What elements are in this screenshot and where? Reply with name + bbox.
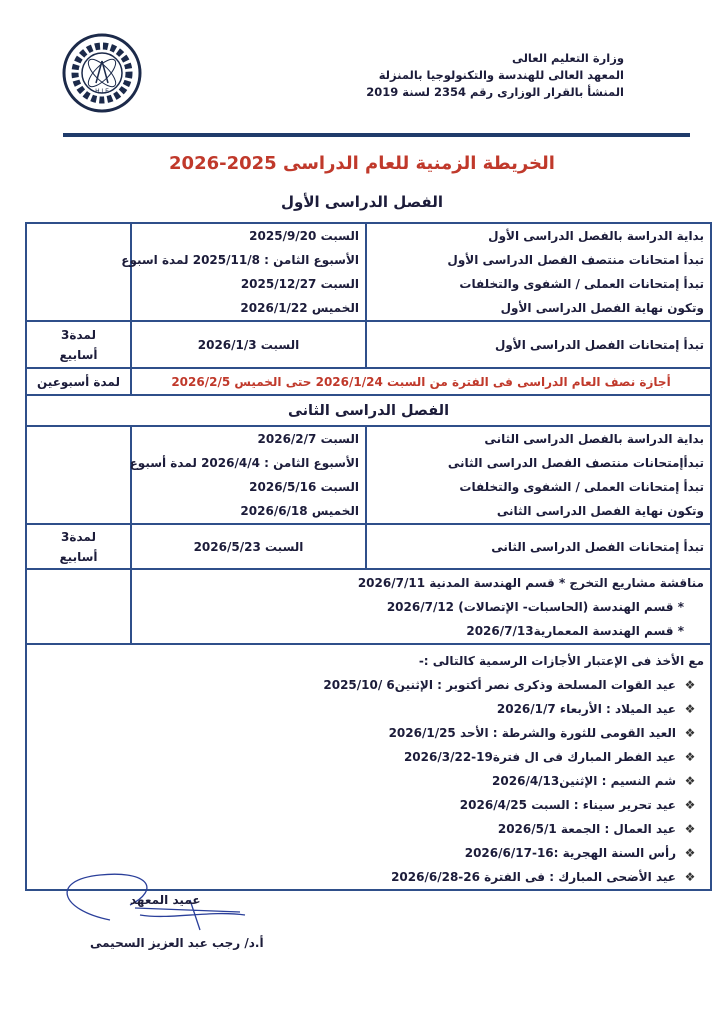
diamond-bullet-icon: ❖: [684, 750, 696, 764]
official-holidays: مع الأخذ فى الإعتبار الأجازات الرسمية كا…: [25, 643, 712, 891]
event-label: تبدأ إمتحانات العملى / الشفوى والتخلفات: [459, 480, 704, 494]
table-row: الفصل الدراسى الثانى: [25, 394, 712, 427]
duration-line: لمدة3: [61, 529, 96, 544]
table-row: تبدأ إمتحانات الفصل الدراسى الأول السبت …: [25, 320, 712, 369]
project-line: مناقشة مشاريع التخرج * قسم الهندسة المدن…: [357, 575, 704, 590]
calendar-table: بداية الدراسة بالفصل الدراسى الأول تبدأ …: [25, 222, 712, 891]
graduation-projects: مناقشة مشاريع التخرج * قسم الهندسة المدن…: [130, 568, 712, 645]
event-label: بداية الدراسة بالفصل الدراسى الأول: [488, 229, 704, 243]
event-date: السبت 2025/12/27: [240, 277, 359, 291]
diamond-bullet-icon: ❖: [684, 726, 696, 740]
diamond-bullet-icon: ❖: [684, 774, 696, 788]
table-row: بداية الدراسة بالفصل الدراسى الثانى تبدأ…: [25, 425, 712, 525]
holidays-intro: مع الأخذ فى الإعتبار الأجازات الرسمية كا…: [418, 654, 704, 668]
event-label: تبدأ إمتحانات العملى / الشفوى والتخلفات: [459, 277, 704, 291]
holiday-text: عيد تحرير سيناء : السبت 2026/4/25: [459, 798, 676, 812]
svg-text:H.I.E: H.I.E: [95, 88, 109, 95]
diamond-bullet-icon: ❖: [684, 870, 696, 884]
event-date: السبت 2026/5/16: [249, 480, 359, 494]
event-date: الأسبوع الثامن : 2025/11/8 لمدة اسبوع: [121, 253, 359, 267]
event-label: تبدأإمتحانات منتصف الفصل الدراسى الثانى: [447, 456, 704, 470]
holiday-item: ❖ عيد العمال : الجمعة 2026/5/1: [33, 817, 704, 841]
event-date: الخميس 2026/6/18: [240, 504, 359, 518]
event-date: السبت 2025/9/20: [249, 229, 359, 243]
event-label: تبدأ امتحانات منتصف الفصل الدراسى الأول: [447, 253, 704, 267]
holiday-item: ❖ عيد القوات المسلحة وذكرى نصر أكتوبر : ا…: [33, 673, 704, 697]
holiday-text: رأس السنة الهجرية :16-2026/6/17: [464, 846, 676, 860]
duration-line: أسابيع: [59, 549, 98, 564]
event-date: الأسبوع الثامن : 2026/4/4 لمدة أسبوع: [129, 456, 359, 470]
diamond-bullet-icon: ❖: [684, 702, 696, 716]
semester2-events-dates: السبت 2026/2/7 الأسبوع الثامن : 2026/4/4…: [129, 425, 367, 525]
signature-title: عميد المعهد: [130, 893, 201, 907]
holiday-item: ❖ عيد تحرير سيناء : السبت 2026/4/25: [33, 793, 704, 817]
holiday-item: ❖ عيد الميلاد : الأربعاء 2026/1/7: [33, 697, 704, 721]
holiday-item: ❖ عيد الأضحى المبارك : فى الفترة 26-2026/…: [33, 865, 704, 889]
empty-cell: [25, 425, 132, 525]
holiday-text: عيد الميلاد : الأربعاء 2026/1/7: [496, 702, 676, 716]
signature-name: أ.د/ رجب عبد العزيز السحيمى: [90, 936, 264, 950]
signature-scribble: [66, 873, 246, 931]
diamond-bullet-icon: ❖: [684, 846, 696, 860]
page-title: الخريطة الزمنية للعام الدراسى 2025-2026: [169, 153, 555, 174]
institute-header: وزارة التعليم العالى المعهد العالى للهند…: [366, 50, 624, 101]
holiday-item: ❖ شم النسيم : الإثنين2026/4/13: [33, 769, 704, 793]
semester2-events-labels: بداية الدراسة بالفصل الدراسى الثانى تبدأ…: [365, 425, 712, 525]
holiday-item: ❖ رأس السنة الهجرية :16-2026/6/17: [33, 841, 704, 865]
exam-label: تبدأ إمتحانات الفصل الدراسى الأول: [365, 320, 712, 369]
holiday-text: عيد العمال : الجمعة 2026/5/1: [497, 822, 676, 836]
event-label: بداية الدراسة بالفصل الدراسى الثانى: [484, 432, 704, 446]
ministry-name: وزارة التعليم العالى: [511, 51, 624, 65]
event-label: وتكون نهاية الفصل الدراسى الأول: [500, 301, 704, 315]
diamond-bullet-icon: ❖: [684, 798, 696, 812]
midyear-break: أجازة نصف العام الدراسى فى الفترة من الس…: [130, 367, 712, 396]
holiday-item: ❖ العيد القومى للثورة والشرطة : الأحد 202…: [33, 721, 704, 745]
break-duration: لمدة أسبوعين: [25, 367, 132, 396]
holidays-list: ❖ عيد القوات المسلحة وذكرى نصر أكتوبر : ا…: [33, 673, 704, 889]
event-date: السبت 2026/2/7: [257, 432, 359, 446]
exam-date: السبت 2026/5/23: [130, 523, 367, 570]
institute-name: المعهد العالى للهندسة والتكنولوجيا بالمن…: [378, 68, 624, 82]
semester1-heading: الفصل الدراسى الأول: [281, 193, 443, 211]
empty-cell: [25, 222, 132, 322]
holiday-text: عيد القوات المسلحة وذكرى نصر أكتوبر : ال…: [323, 678, 676, 692]
holiday-text: عيد الفطر المبارك فى ال فترة19-2026/3/22: [403, 750, 676, 764]
semester1-events-labels: بداية الدراسة بالفصل الدراسى الأول تبدأ …: [365, 222, 712, 322]
table-row: مع الأخذ فى الإعتبار الأجازات الرسمية كا…: [25, 643, 712, 891]
event-label: وتكون نهاية الفصل الدراسى الثانى: [496, 504, 704, 518]
event-date: الخميس 2026/1/22: [240, 301, 359, 315]
table-row: تبدأ إمتحانات الفصل الدراسى الثانى السبت…: [25, 523, 712, 570]
duration-line: لمدة3: [61, 327, 96, 342]
holiday-text: العيد القومى للثورة والشرطة : الأحد 2026…: [388, 726, 676, 740]
holiday-text: شم النسيم : الإثنين2026/4/13: [492, 774, 676, 788]
institute-logo: H.I.E: [62, 33, 142, 113]
duration-line: أسابيع: [59, 347, 98, 362]
exam-date: السبت 2026/1/3: [130, 320, 367, 369]
exam-duration: لمدة3 أسابيع: [25, 523, 132, 570]
project-line: * قسم الهندسة المعمارية2026/7/13: [466, 623, 684, 638]
exam-duration: لمدة3 أسابيع: [25, 320, 132, 369]
table-row: أجازة نصف العام الدراسى فى الفترة من الس…: [25, 367, 712, 396]
project-line: * قسم الهندسة (الحاسبات- الإتصالات) 2026…: [386, 599, 684, 614]
table-row: بداية الدراسة بالفصل الدراسى الأول تبدأ …: [25, 222, 712, 322]
exam-label: تبدأ إمتحانات الفصل الدراسى الثانى: [365, 523, 712, 570]
diamond-bullet-icon: ❖: [684, 678, 696, 692]
empty-cell: [25, 568, 132, 645]
decree-line: المنشأ بالقرار الوزارى رقم 2354 لسنة 201…: [366, 85, 624, 99]
table-row: مناقشة مشاريع التخرج * قسم الهندسة المدن…: [25, 568, 712, 645]
header-divider: [63, 133, 690, 137]
diamond-bullet-icon: ❖: [684, 822, 696, 836]
holiday-text: عيد الأضحى المبارك : فى الفترة 26-2026/6…: [391, 870, 676, 884]
semester1-events-dates: السبت 2025/9/20 الأسبوع الثامن : 2025/11…: [121, 222, 367, 322]
holiday-item: ❖ عيد الفطر المبارك فى ال فترة19-2026/3/2…: [33, 745, 704, 769]
semester2-heading: الفصل الدراسى الثانى: [25, 394, 712, 427]
